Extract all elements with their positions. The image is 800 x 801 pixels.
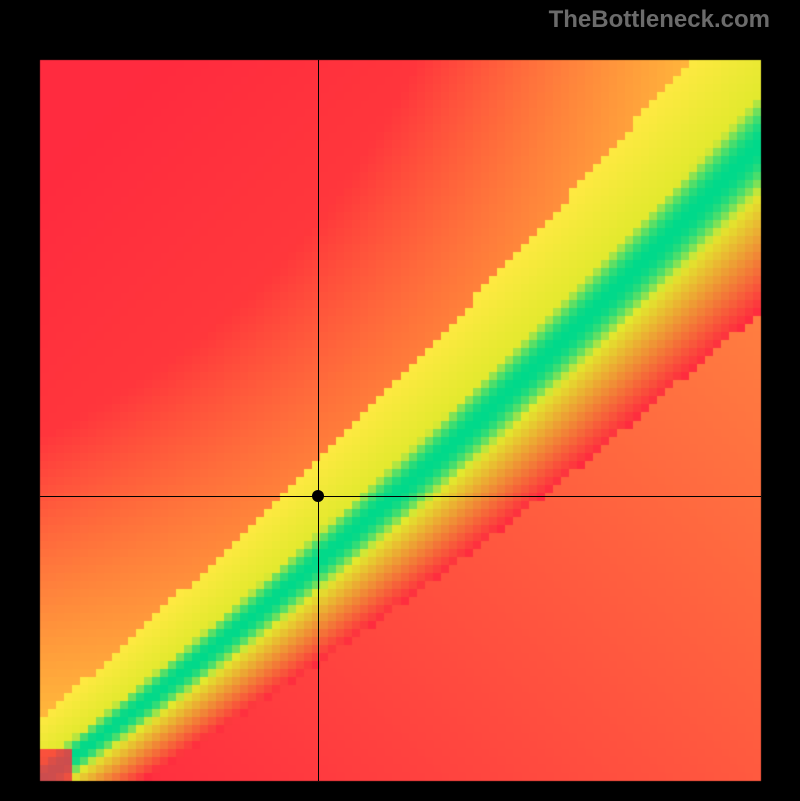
crosshair-horizontal [40,496,761,497]
crosshair-vertical [318,60,319,781]
watermark-text: TheBottleneck.com [549,6,770,34]
heatmap-canvas [20,40,781,801]
bottleneck-heatmap: { "watermark": { "text": "TheBottleneck.… [0,0,800,800]
crosshair-marker[interactable] [312,490,324,502]
